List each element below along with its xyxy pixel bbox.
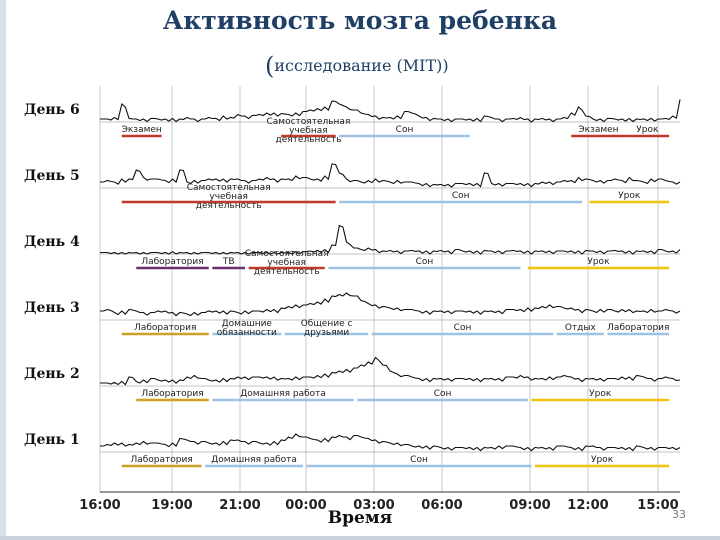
activity-label-line: Самостоятельная: [245, 249, 329, 259]
activity-label-line: Лаборатория: [141, 389, 203, 399]
x-tick-label: 00:00: [285, 498, 326, 513]
activity-signal-line: [100, 99, 681, 123]
activity-label: Сон: [454, 323, 472, 333]
activity-label-line: учебная: [267, 258, 306, 268]
activity-label: Домашняя работа: [240, 389, 326, 399]
day-label: День 6: [24, 102, 80, 118]
activity-label: Урок: [636, 125, 659, 135]
x-tick-label: 06:00: [421, 498, 462, 513]
subtitle-paren-open: (: [265, 52, 275, 80]
activity-label-line: деятельность: [196, 201, 262, 211]
activity-label: Самостоятельная учебная деятельность: [267, 117, 351, 145]
activity-label: Домашние обязанности: [217, 319, 277, 338]
x-tick-label: 21:00: [219, 498, 260, 513]
activity-label: Сон: [434, 389, 452, 399]
side-decoration-strip: [0, 0, 6, 540]
activity-label-line: Экзамен: [578, 125, 618, 135]
activity-label-line: учебная: [289, 126, 328, 136]
activity-label-line: Общение с: [301, 319, 353, 329]
activity-label: Урок: [591, 455, 614, 465]
activity-label-line: Сон: [396, 125, 414, 135]
activity-label-line: Сон: [452, 191, 470, 201]
activity-label-line: Экзамен: [122, 125, 162, 135]
subtitle-text: исследование (MIT): [274, 56, 443, 75]
activity-label: Сон: [396, 125, 414, 135]
activity-label: Сон: [410, 455, 428, 465]
activity-label-line: друзьями: [304, 328, 350, 338]
slide-number: 33: [672, 508, 686, 521]
activity-label-line: Лаборатория: [130, 455, 192, 465]
day-label: День 2: [24, 366, 80, 382]
day-label: День 3: [24, 300, 80, 316]
activity-label: Лаборатория: [607, 323, 669, 333]
activity-signal-line: [100, 224, 681, 255]
chart-title: Активность мозга ребенка: [162, 6, 558, 35]
x-tick-label: 15:00: [637, 498, 678, 513]
activity-label-line: Отдых: [565, 323, 597, 333]
chart-subtitle: (исследование (MIT)): [265, 52, 449, 80]
bottom-decoration-strip: [0, 536, 720, 540]
activity-label: Самостоятельная учебная деятельность: [187, 183, 271, 211]
activity-label: Урок: [587, 257, 610, 267]
x-tick-label: 16:00: [79, 498, 120, 513]
activity-label-line: деятельность: [275, 135, 341, 145]
activity-label: Лаборатория: [134, 323, 196, 333]
day-label: День 4: [24, 234, 80, 250]
subtitle-paren-close: ): [442, 56, 449, 75]
activity-label-line: Самостоятельная: [267, 117, 351, 127]
x-tick-label: 19:00: [151, 498, 192, 513]
activity-label-line: Домашние: [222, 319, 273, 329]
activity-label: Лаборатория: [141, 389, 203, 399]
activity-label: Экзамен: [578, 125, 618, 135]
activity-signal-line: [100, 433, 681, 452]
x-tick-label: 03:00: [353, 498, 394, 513]
activity-label-line: Сон: [434, 389, 452, 399]
activity-label-line: Сон: [410, 455, 428, 465]
activity-signal-line: [100, 292, 681, 317]
activity-label: Сон: [452, 191, 470, 201]
activity-label: Отдых: [565, 323, 597, 333]
activity-label-line: Лаборатория: [607, 323, 669, 333]
activity-label-line: Урок: [591, 455, 614, 465]
activity-label-line: Сон: [454, 323, 472, 333]
day-label: День 5: [24, 168, 80, 184]
day-label: День 1: [24, 432, 80, 448]
activity-label-line: обязанности: [217, 328, 277, 338]
activity-label: Самостоятельная учебная деятельность: [245, 249, 329, 277]
activity-label-line: Домашняя работа: [211, 455, 297, 465]
activity-signal-line: [100, 356, 681, 386]
activity-label-line: ТВ: [222, 257, 235, 267]
x-axis-label: Время: [327, 508, 393, 528]
activity-label: Урок: [618, 191, 641, 201]
activity-label: Общение с друзьями: [301, 319, 353, 338]
activity-label: Лаборатория: [130, 455, 192, 465]
activity-label-line: учебная: [209, 192, 248, 202]
activity-label-line: Урок: [587, 257, 610, 267]
activity-signal-line: [100, 163, 681, 188]
activity-label: Домашняя работа: [211, 455, 297, 465]
activity-label-line: деятельность: [254, 267, 320, 277]
activity-label-line: Урок: [618, 191, 641, 201]
activity-label: ТВ: [222, 257, 235, 267]
activity-label: Урок: [589, 389, 612, 399]
activity-label-line: Лаборатория: [134, 323, 196, 333]
activity-label: Сон: [416, 257, 434, 267]
activity-label-line: Самостоятельная: [187, 183, 271, 193]
activity-label-line: Урок: [636, 125, 659, 135]
activity-label: Экзамен: [122, 125, 162, 135]
x-tick-label: 09:00: [509, 498, 550, 513]
activity-label: Лаборатория: [141, 257, 203, 267]
x-tick-label: 12:00: [567, 498, 608, 513]
activity-label-line: Домашняя работа: [240, 389, 326, 399]
activity-label-line: Лаборатория: [141, 257, 203, 267]
activity-label-line: Сон: [416, 257, 434, 267]
activity-label-line: Урок: [589, 389, 612, 399]
